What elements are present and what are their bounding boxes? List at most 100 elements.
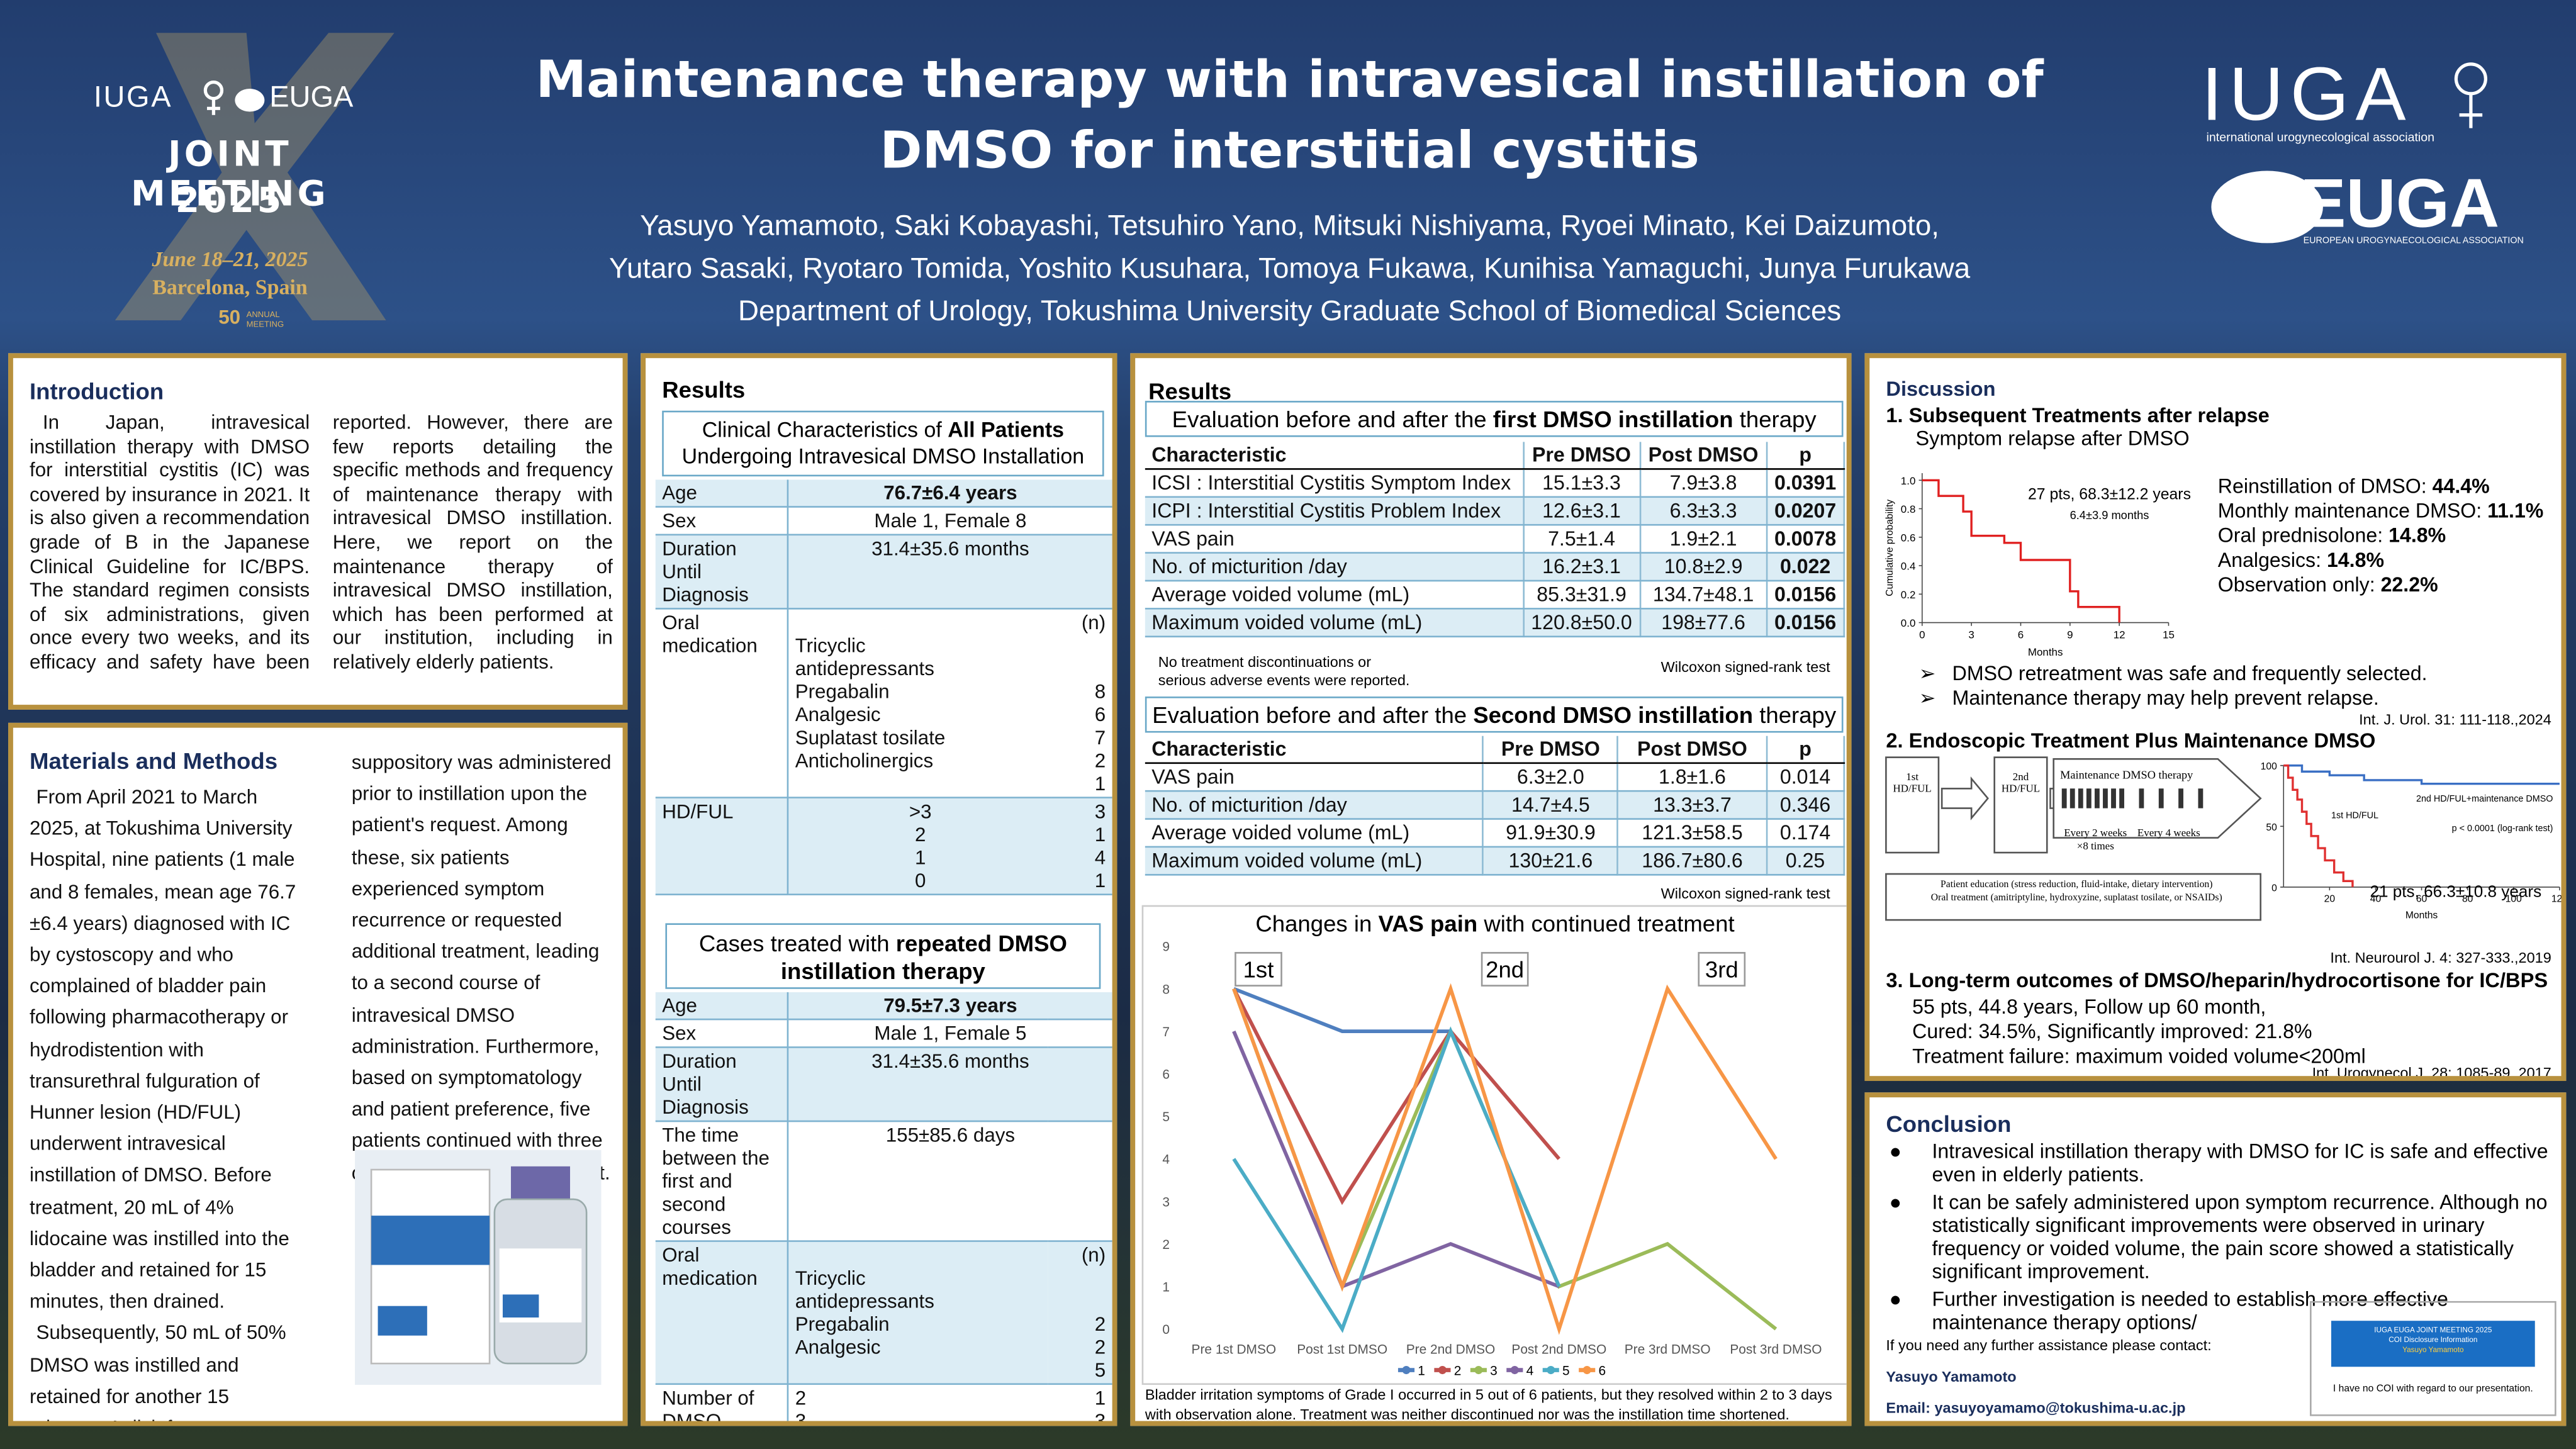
- x-tick-label: 120: [2551, 893, 2567, 904]
- heading: Discussion: [1886, 378, 1996, 401]
- logo-text: Barcelona, Spain: [152, 274, 308, 299]
- logo-text: IUGA: [2201, 50, 2413, 137]
- header-cell: Characteristic: [1145, 736, 1484, 764]
- value: 11.1%: [2487, 499, 2544, 523]
- header-cell: Post DMSO: [1618, 736, 1767, 764]
- line: [1232, 988, 1560, 1206]
- cell: Oral medication: [655, 1241, 789, 1385]
- annotation: 27 pts, 68.3±12.2 years: [2028, 486, 2191, 503]
- cell: Male 1, Female 8: [787, 506, 1112, 536]
- results-panel: Results Evaluation before and after the …: [1130, 353, 1852, 1426]
- subheading: 3. Long-term outcomes of DMSO/heparin/hy…: [1886, 969, 2548, 993]
- label: Analgesics:: [2217, 549, 2327, 572]
- legend-swatch: [1402, 1366, 1411, 1375]
- cell: 85.3±31.9: [1523, 580, 1641, 610]
- y-tick-label: 9: [1162, 940, 1170, 954]
- box-label: 1st HD/FUL: [1893, 772, 1932, 795]
- legend-swatch: [1547, 1366, 1555, 1375]
- cell: (n) 2 2 5: [1048, 1241, 1112, 1385]
- table-title: Cases treated with repeated DMSO instill…: [665, 923, 1101, 989]
- table-title: Evaluation before and after the first DM…: [1145, 401, 1844, 437]
- cell: No. of micturition /day: [1145, 791, 1484, 820]
- text: Subsequently, 50 mL of 50% DMSO was inst…: [29, 1321, 286, 1421]
- list-item: ● Further investigation is needed to esta…: [1886, 1288, 2551, 1334]
- paragraph: suppository was administered prior to in…: [351, 751, 612, 1183]
- cell: No. of micturition /day: [1145, 552, 1524, 582]
- box-label: Patient education (stress reduction, flu…: [1930, 880, 2222, 904]
- list: ● Intravesical instillation therapy with …: [1886, 1140, 2551, 1339]
- legend-label: 6: [1598, 1363, 1606, 1378]
- cell: 15.1±3.3: [1523, 469, 1641, 498]
- cell: 155±85.6 days: [787, 1121, 1112, 1242]
- cell: 6.3±2.0: [1483, 763, 1619, 792]
- note: Wilcoxon signed-rank test: [1660, 885, 1830, 902]
- cell: 31.4±35.6 months: [787, 534, 1112, 610]
- survival-curve: [2283, 764, 2354, 887]
- text: Treatment failure: maximum voided volume…: [1912, 1044, 2366, 1068]
- line: [1233, 987, 1451, 1033]
- text-part: therapy: [1753, 701, 1837, 728]
- cell: 3 1 4 1: [1052, 797, 1112, 895]
- row: Maximum voided volume (mL) 130±21.6 186.7±…: [1145, 846, 1845, 876]
- cell: 91.9±30.9: [1483, 819, 1619, 848]
- text-part: Changes in: [1255, 910, 1379, 937]
- product-photo: [354, 1150, 602, 1385]
- y-tick-label: 0: [1162, 1323, 1170, 1337]
- x-tick-label: Pre 3rd DMSO: [1625, 1342, 1711, 1357]
- annotation-box: [1235, 952, 1282, 987]
- annotation: 6.4±3.9 months: [2070, 508, 2149, 522]
- series-label: 2nd HD/FUL+maintenance DMSO: [2416, 794, 2553, 804]
- x-tick-label: 12: [2114, 629, 2125, 641]
- cell: 0.0156: [1766, 580, 1845, 610]
- cell: ICSI : Interstitial Cystitis Symptom Ind…: [1145, 469, 1524, 498]
- note: Wilcoxon signed-rank test: [1660, 658, 1830, 676]
- bullet: ●: [1889, 1140, 1902, 1163]
- cell: >3 2 1 0: [787, 797, 1053, 895]
- row: The time between the first and second co…: [655, 1121, 1112, 1242]
- table: Age 76.7±6.4 years Sex Male 1, Female 8 Dura…: [655, 479, 1112, 895]
- box-label: 2nd HD/FUL: [2001, 772, 2041, 795]
- dose-bars: [2061, 788, 2204, 808]
- heading: Results: [662, 376, 746, 403]
- x-tick-label: 60: [2416, 893, 2428, 904]
- cell: 0.014: [1766, 763, 1845, 792]
- logo-text: EUGA: [269, 80, 354, 114]
- y-tick-label: 0.2: [1901, 589, 1916, 601]
- y-tick-label: 8: [1162, 982, 1170, 997]
- list: Reinstillation of DMSO: 44.4% Monthly mai…: [2218, 475, 2544, 598]
- bullet-item: ➢ DMSO retreatment was safe and frequentl…: [1919, 662, 2428, 686]
- title-line: Maintenance therapy with intravesical in…: [535, 50, 2044, 110]
- text-part: Cases treated with: [698, 929, 896, 956]
- affiliation: Department of Urology, Tokushima Univers…: [738, 294, 1842, 327]
- x-tick-label: 20: [2324, 893, 2336, 904]
- cell: Duration Until Diagnosis: [655, 534, 789, 610]
- text: Intravesical instillation therapy with D…: [1932, 1140, 2548, 1187]
- value: 14.8%: [2326, 549, 2385, 572]
- x-tick-label: Post 1st DMSO: [1297, 1342, 1387, 1357]
- reference: Int. Neurourol J. 4: 327-333.,2019: [2330, 949, 2551, 966]
- header-cell: Pre DMSO: [1523, 442, 1641, 470]
- text-part: first DMSO instillation: [1492, 405, 1733, 432]
- cell: HD/FUL: [655, 797, 789, 895]
- text: Maintenance therapy may help prevent rel…: [1952, 686, 2379, 710]
- table-title: Clinical Characteristics of All Patients…: [662, 410, 1104, 477]
- row: No. of micturition /day 14.7±4.5 13.3±3.7 0…: [1145, 791, 1845, 820]
- cell: 0.0391: [1766, 469, 1845, 498]
- cell: VAS pain: [1145, 525, 1524, 554]
- annotation-box: [1481, 952, 1529, 987]
- legend-label: 3: [1490, 1363, 1498, 1378]
- chart-frame: Changes in VAS pain with continued treat…: [1141, 905, 1847, 1385]
- row: Sex Male 1, Female 5: [655, 1019, 1112, 1048]
- logo-text: EUGA: [2300, 164, 2500, 242]
- box-label: Every 4 weeks: [2137, 827, 2200, 840]
- annotation: 21 pts, 66.3±10.8 years: [2370, 883, 2542, 902]
- x-tick-label: 9: [2067, 629, 2073, 641]
- table-title: Evaluation before and after the Second D…: [1145, 697, 1844, 733]
- text: DMSO retreatment was safe and frequently…: [1952, 662, 2428, 685]
- authors: Yasuyo Yamamoto, Saki Kobayashi, Tetsuhi…: [476, 204, 2103, 332]
- cell: Oral medication: [655, 608, 789, 798]
- value: 14.8%: [2388, 523, 2446, 547]
- bullet: ➢: [1918, 662, 1936, 685]
- logo-text: EUROPEAN UROGYNAECOLOGICAL ASSOCIATION: [2303, 236, 2524, 247]
- row: VAS pain 6.3±2.0 1.8±1.6 0.014: [1145, 763, 1845, 792]
